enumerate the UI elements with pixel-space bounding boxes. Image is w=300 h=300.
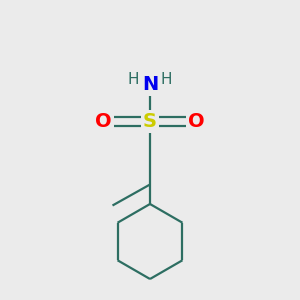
Text: O: O xyxy=(188,112,205,131)
Text: S: S xyxy=(143,112,157,131)
Text: O: O xyxy=(95,112,112,131)
Text: N: N xyxy=(142,74,158,94)
Text: H: H xyxy=(161,72,172,87)
Text: H: H xyxy=(128,72,139,87)
